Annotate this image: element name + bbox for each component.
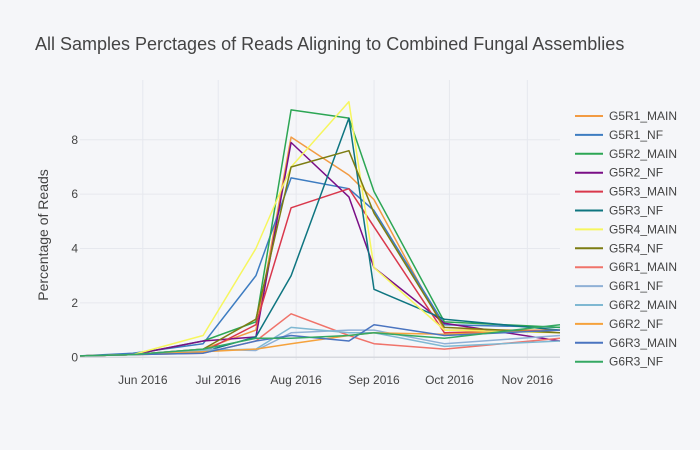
x-axis-ticks: Jun 2016 Jul 2016 Aug 2016 Sep 2016 Oct 2016… — [118, 373, 553, 387]
legend-label: G5R2_MAIN — [609, 147, 677, 161]
x-tick-label: Sep 2016 — [348, 373, 400, 387]
series-lines[interactable] — [79, 100, 561, 357]
legend-item[interactable]: G5R4_MAIN — [575, 222, 677, 236]
legend-item[interactable]: G5R1_MAIN — [575, 109, 677, 123]
y-axis-title: Percentage of Reads — [35, 169, 51, 301]
legend-item[interactable]: G5R4_NF — [575, 241, 663, 255]
series-line-g6r3-main[interactable] — [79, 323, 561, 357]
legend-item[interactable]: G6R3_MAIN — [575, 336, 677, 350]
y-axis-ticks: 0 2 4 6 8 — [71, 133, 78, 364]
y-tick-label: 2 — [71, 296, 78, 310]
legend-item[interactable]: G5R2_MAIN — [575, 147, 677, 161]
legend-item[interactable]: G6R1_NF — [575, 279, 663, 293]
legend-item[interactable]: G6R3_NF — [575, 355, 663, 369]
legend-label: G5R3_NF — [609, 204, 663, 218]
series-line-g5r3-nf[interactable] — [79, 117, 561, 357]
legend-label: G5R4_MAIN — [609, 222, 677, 236]
legend-label: G5R3_MAIN — [609, 185, 677, 199]
legend-item[interactable]: G5R3_NF — [575, 204, 663, 218]
legend-item[interactable]: G6R1_MAIN — [575, 260, 677, 274]
legend-label: G5R4_NF — [609, 241, 663, 255]
legend-label: G5R2_NF — [609, 166, 663, 180]
y-tick-label: 4 — [71, 242, 78, 256]
x-tick-label: Oct 2016 — [425, 373, 474, 387]
legend-label: G5R1_MAIN — [609, 109, 677, 123]
legend-label: G6R1_NF — [609, 279, 663, 293]
legend-label: G6R1_MAIN — [609, 260, 677, 274]
legend-item[interactable]: G5R3_MAIN — [575, 185, 677, 199]
series-line-g6r3-nf[interactable] — [79, 323, 561, 357]
legend-label: G5R1_NF — [609, 128, 663, 142]
x-tick-label: Jun 2016 — [118, 373, 168, 387]
x-tick-label: Jul 2016 — [196, 373, 242, 387]
chart-title: All Samples Perctages of Reads Aligning … — [35, 34, 624, 54]
legend[interactable]: G5R1_MAIN G5R1_NF G5R2_MAIN G5R2_NF G5R3_MAI… — [575, 109, 677, 369]
series-line-g5r2-nf[interactable] — [79, 141, 561, 357]
legend-label: G6R3_NF — [609, 355, 663, 369]
x-tick-label: Nov 2016 — [502, 373, 554, 387]
grid — [80, 80, 560, 360]
y-tick-label: 8 — [71, 133, 78, 147]
legend-item[interactable]: G6R2_NF — [575, 317, 663, 331]
y-tick-label: 0 — [71, 350, 78, 364]
legend-item[interactable]: G5R1_NF — [575, 128, 663, 142]
legend-label: G6R3_MAIN — [609, 336, 677, 350]
legend-item[interactable]: G5R2_NF — [575, 166, 663, 180]
series-line-g5r2-main[interactable] — [79, 109, 561, 357]
legend-label: G6R2_MAIN — [609, 298, 677, 312]
legend-label: G6R2_NF — [609, 317, 663, 331]
x-tick-label: Aug 2016 — [270, 373, 322, 387]
y-tick-label: 6 — [71, 187, 78, 201]
legend-item[interactable]: G6R2_MAIN — [575, 298, 677, 312]
